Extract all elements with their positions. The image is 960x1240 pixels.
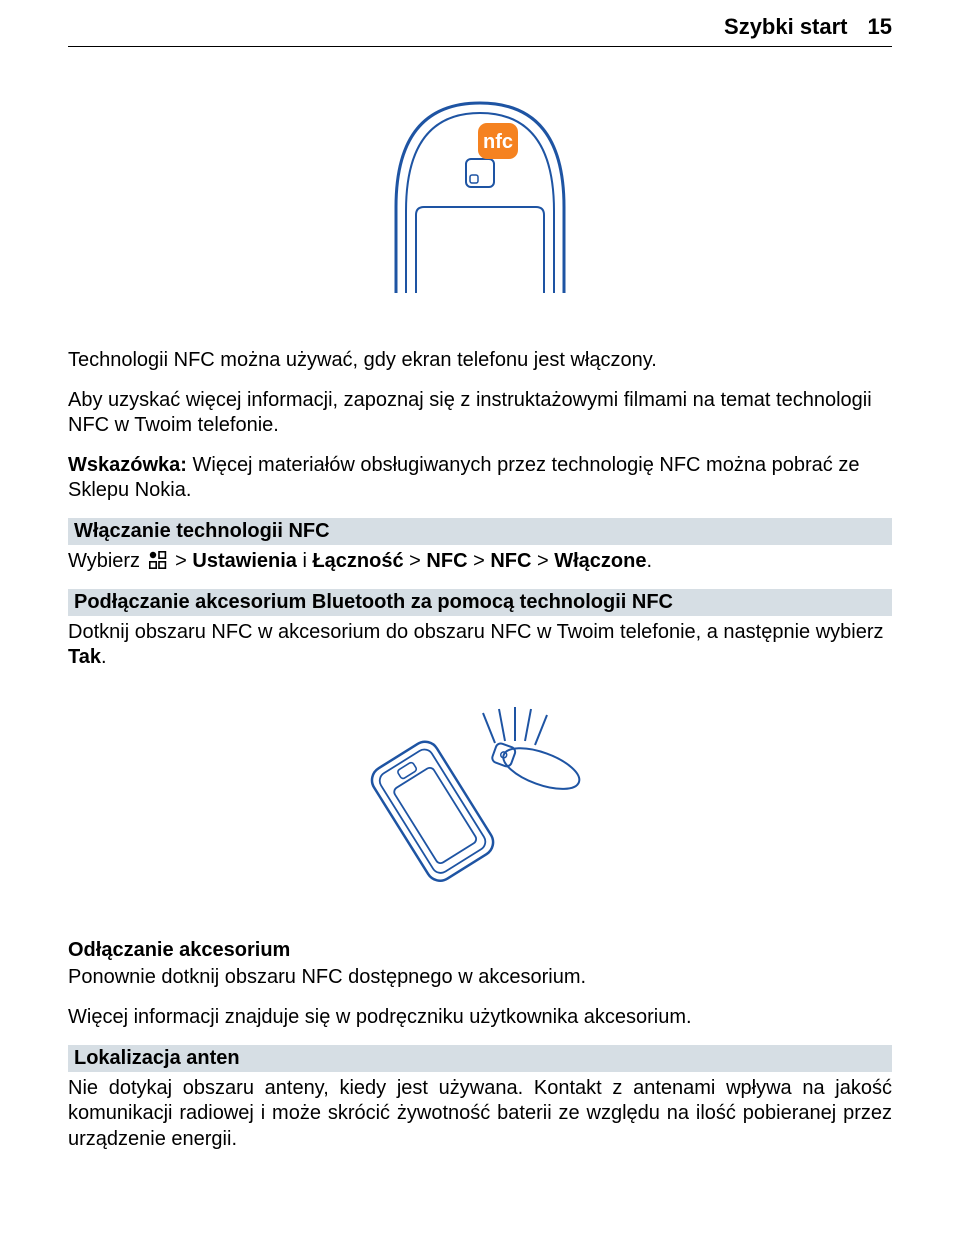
tip-paragraph: Wskazówka: Więcej materiałów obsługiwany… <box>68 453 892 504</box>
instr-and: i <box>297 550 313 572</box>
header-page-number: 15 <box>868 14 892 40</box>
path-wlaczone: Włączone <box>554 550 646 572</box>
disconnect-heading: Odłączanie akcesorium <box>68 938 892 964</box>
menu-grid-icon <box>148 550 168 570</box>
instr2-b: Tak <box>68 646 101 668</box>
instr2-a: Dotknij obszaru NFC w akcesorium do obsz… <box>68 621 884 643</box>
section-heading-connect-bluetooth: Podłączanie akcesorium Bluetooth za pomo… <box>68 589 892 616</box>
section-heading-enable-nfc: Włączanie technologii NFC <box>68 518 892 545</box>
nfc-tap-svg <box>365 699 595 889</box>
instr-sep4: > <box>531 550 554 572</box>
enable-nfc-instruction: Wybierz > Ustawienia i Łączność > NFC > … <box>68 549 892 575</box>
disconnect-text: Ponownie dotknij obszaru NFC dostępnego … <box>68 965 892 991</box>
instr-sep3: > <box>468 550 491 572</box>
more-info-text: Więcej informacji znajduje się w podręcz… <box>68 1005 892 1031</box>
header-title: Szybki start <box>724 14 848 40</box>
phone-illustration: nfc <box>68 87 892 298</box>
tip-text: Więcej materiałów obsługiwanych przez te… <box>68 454 859 502</box>
tip-label: Wskazówka: <box>68 454 187 476</box>
instr-text: Wybierz <box>68 550 146 572</box>
disconnect-title: Odłączanie akcesorium <box>68 939 290 961</box>
path-ustawienia: Ustawienia <box>192 550 296 572</box>
section-heading-antenna: Lokalizacja anten <box>68 1045 892 1072</box>
page-header: Szybki start 15 <box>68 0 892 47</box>
path-nfc1: NFC <box>426 550 467 572</box>
antenna-text: Nie dotykaj obszaru anteny, kiedy jest u… <box>68 1076 892 1153</box>
svg-text:nfc: nfc <box>483 131 513 153</box>
path-lacznosc: Łączność <box>312 550 403 572</box>
connect-bluetooth-instruction: Dotknij obszaru NFC w akcesorium do obsz… <box>68 620 892 671</box>
instr2-c: . <box>101 646 107 668</box>
instr-end: . <box>646 550 652 572</box>
intro-paragraph-1: Technologii NFC można używać, gdy ekran … <box>68 348 892 374</box>
path-nfc2: NFC <box>490 550 531 572</box>
instr-sep: > <box>170 550 193 572</box>
nfc-tap-illustration <box>68 699 892 894</box>
intro-paragraph-2: Aby uzyskać więcej informacji, zapoznaj … <box>68 388 892 439</box>
instr-sep2: > <box>404 550 427 572</box>
phone-top-svg: nfc <box>380 87 580 293</box>
